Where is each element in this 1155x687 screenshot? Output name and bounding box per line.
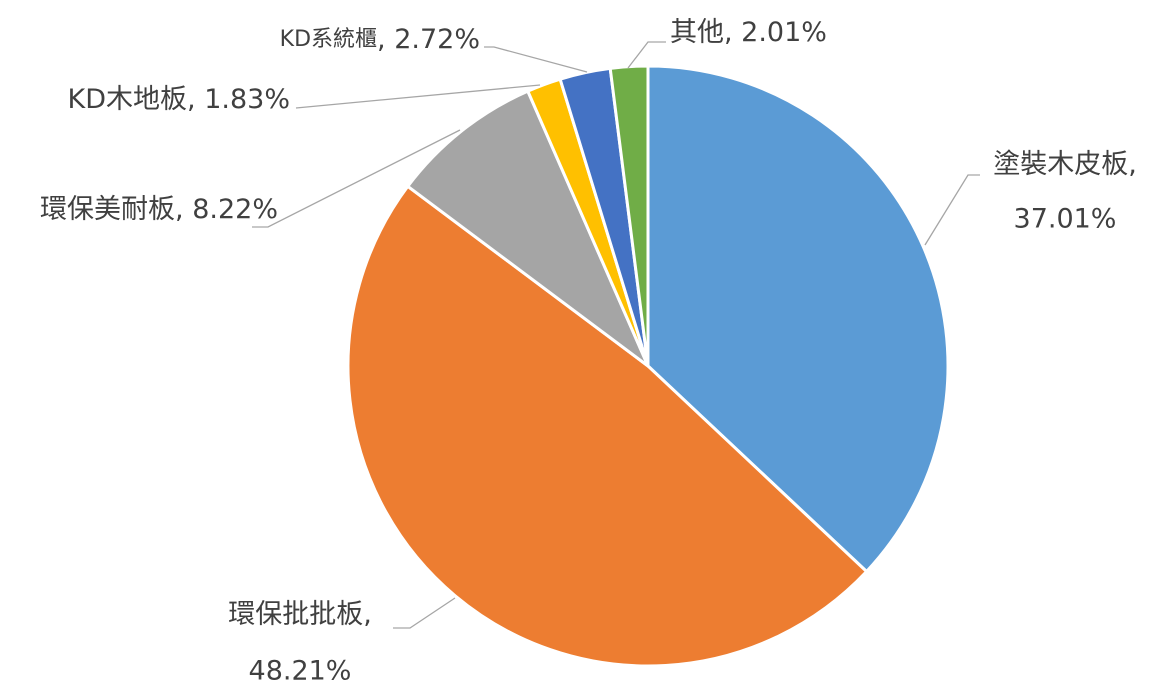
label-separator: , — [724, 17, 741, 48]
leader-line — [393, 597, 456, 629]
label-separator: , — [1128, 149, 1137, 180]
value-label: 37.01% — [1014, 204, 1117, 235]
leader-line — [295, 84, 541, 109]
value-label: 1.83% — [204, 84, 290, 115]
leader-line — [627, 41, 666, 69]
category-label: KD木地板 — [68, 84, 188, 115]
label-separator: , — [187, 84, 204, 115]
value-label: 2.01% — [741, 17, 827, 48]
data-label: KD木地板, 1.83% — [68, 84, 290, 115]
data-label: 環保美耐板, 8.22% — [40, 194, 278, 225]
category-label: 環保美耐板 — [40, 194, 175, 225]
pie-slice — [346, 184, 869, 668]
value-label: 48.21% — [249, 656, 352, 687]
data-label: 塗裝木皮板, — [993, 149, 1137, 180]
leader-line — [252, 129, 461, 228]
value-label: 2.72% — [394, 24, 480, 55]
leader-line — [484, 46, 588, 73]
category-label: KD系統櫃 — [280, 27, 377, 52]
pie-slice — [646, 64, 950, 574]
leader-line — [924, 174, 980, 246]
category-label: 塗裝木皮板 — [993, 149, 1128, 180]
label-separator: , — [363, 599, 372, 630]
label-separator: , — [175, 194, 192, 225]
data-label: KD系統櫃, 2.72% — [280, 24, 480, 55]
label-separator: , — [377, 24, 394, 55]
pie-slice — [405, 89, 652, 371]
data-label: 其他, 2.01% — [670, 17, 827, 48]
category-label: 環保批批板 — [228, 599, 363, 630]
category-label: 其他 — [670, 17, 724, 48]
data-label: 環保批批板, — [228, 599, 372, 630]
value-label: 8.22% — [192, 194, 278, 225]
